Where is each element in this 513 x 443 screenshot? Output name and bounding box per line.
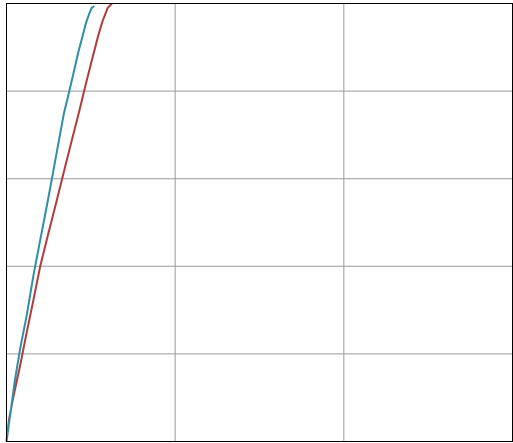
series-line-0 (5, 2, 113, 442)
plot-frame (6, 3, 513, 442)
grid (6, 3, 513, 442)
series-line-1 (5, 5, 95, 442)
series-layer (5, 2, 113, 442)
